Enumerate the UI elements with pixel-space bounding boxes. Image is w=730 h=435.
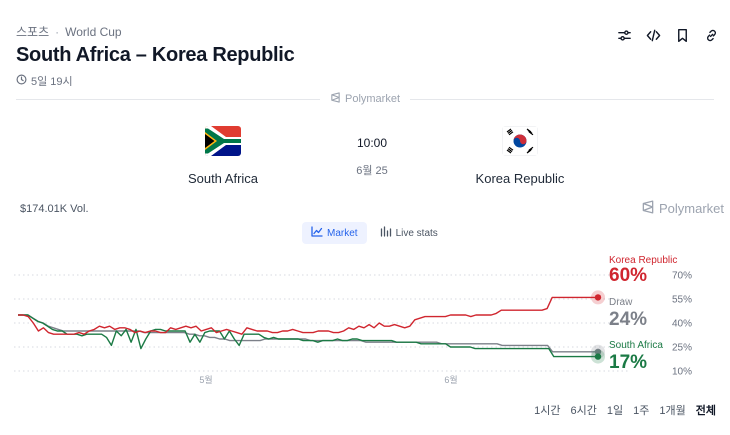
polymarket-brand-label: Polymarket xyxy=(344,93,401,105)
away-team[interactable]: Korea Republic xyxy=(455,126,585,186)
breadcrumb-category[interactable]: 스포츠 xyxy=(16,25,50,39)
line-chart-icon xyxy=(311,226,323,240)
bookmark-icon[interactable] xyxy=(673,26,691,44)
y-tick-label: 40% xyxy=(672,319,692,330)
series-line-south-africa xyxy=(18,314,598,358)
tab-live-stats-label: Live stats xyxy=(395,227,438,239)
series-label-value: 17% xyxy=(609,352,647,373)
series-end-dot xyxy=(594,348,602,355)
x-tick-label: 5월 xyxy=(199,374,212,385)
bar-chart-icon xyxy=(380,226,392,240)
breadcrumb-separator: · xyxy=(55,24,60,39)
away-team-name: Korea Republic xyxy=(475,171,565,186)
range-1h[interactable]: 1시간 xyxy=(534,405,561,417)
polymarket-logo-icon xyxy=(330,92,341,106)
south-africa-flag-icon xyxy=(205,126,241,156)
polymarket-brand: Polymarket xyxy=(320,92,410,106)
y-tick-label: 70% xyxy=(672,271,692,282)
breadcrumb-subcategory[interactable]: World Cup xyxy=(65,24,122,39)
tab-market-label: Market xyxy=(327,227,358,239)
series-label-name: Korea Republic xyxy=(609,255,677,266)
x-tick-label: 6월 xyxy=(444,374,457,385)
match-date: 6월 25 xyxy=(356,165,388,177)
series-end-dot xyxy=(594,353,602,360)
y-tick-label: 55% xyxy=(672,295,692,306)
series-label-value: 60% xyxy=(609,265,647,286)
range-1d[interactable]: 1일 xyxy=(606,405,624,417)
volume-label: $174.01K Vol. xyxy=(20,203,89,215)
series-end-dot xyxy=(594,294,602,301)
tab-market[interactable]: Market xyxy=(302,222,367,244)
home-team-name: South Africa xyxy=(187,171,259,186)
series-label-name: South Africa xyxy=(609,340,663,351)
polymarket-watermark-label: Polymarket xyxy=(658,201,724,216)
clock-icon xyxy=(16,74,27,88)
y-tick-label: 25% xyxy=(672,343,692,354)
polymarket-watermark-icon xyxy=(641,200,655,217)
time-range-selector: 1시간 6시간 1일 1주 1개월 전체 xyxy=(534,402,716,418)
polymarket-watermark: Polymarket xyxy=(641,200,724,217)
range-1m[interactable]: 1개월 xyxy=(659,405,686,417)
series-line-korea xyxy=(18,296,598,335)
code-icon[interactable] xyxy=(644,26,662,44)
time-ago-label: 5일 19시 xyxy=(31,76,73,88)
south-korea-flag-icon xyxy=(502,126,538,156)
time-ago: 5일 19시 xyxy=(16,73,73,89)
series-line-draw xyxy=(18,314,598,353)
brand-divider: Polymarket xyxy=(16,91,714,107)
chart-tabs: Market Live stats xyxy=(302,222,447,244)
range-6h[interactable]: 6시간 xyxy=(570,405,597,417)
y-tick-label: 10% xyxy=(672,367,692,378)
match-time: 10:00 xyxy=(356,136,388,150)
sliders-icon[interactable] xyxy=(615,26,633,44)
home-team[interactable]: South Africa xyxy=(158,126,288,186)
series-label-name: Draw xyxy=(609,297,633,308)
range-all[interactable]: 전체 xyxy=(695,405,716,417)
breadcrumb: 스포츠 · World Cup xyxy=(16,23,122,40)
tab-live-stats[interactable]: Live stats xyxy=(371,222,447,244)
toolbar xyxy=(615,26,720,44)
range-1w[interactable]: 1주 xyxy=(633,405,650,417)
series-label-value: 24% xyxy=(609,309,647,330)
divider-line-left xyxy=(16,98,320,100)
page-title: South Africa – Korea Republic xyxy=(16,44,295,66)
link-icon[interactable] xyxy=(702,26,720,44)
divider-line-right xyxy=(410,98,714,100)
